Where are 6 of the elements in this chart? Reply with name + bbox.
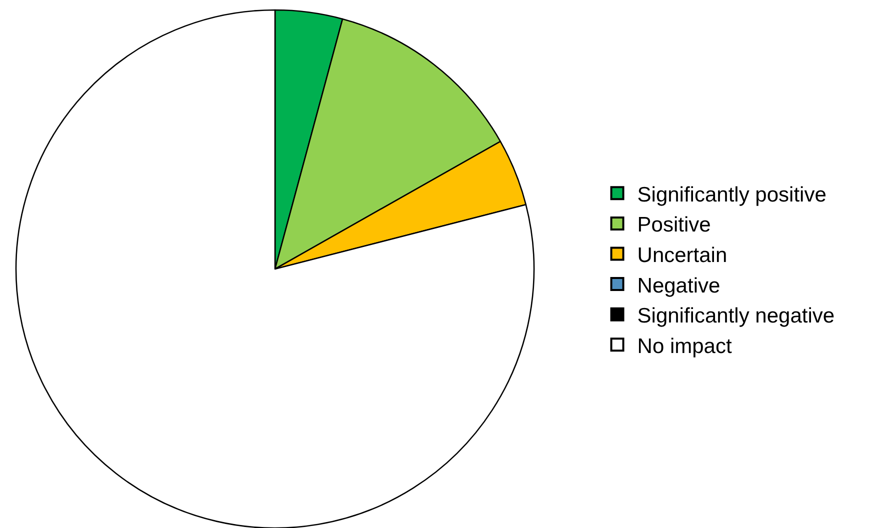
legend-label: Uncertain xyxy=(637,244,728,267)
legend-label: Negative xyxy=(637,274,720,298)
legend-label: Positive xyxy=(637,214,711,237)
legend-label: No impact xyxy=(637,334,732,358)
legend-label: Significantly positive xyxy=(637,183,826,206)
legend-label: Significantly negative xyxy=(637,304,835,328)
